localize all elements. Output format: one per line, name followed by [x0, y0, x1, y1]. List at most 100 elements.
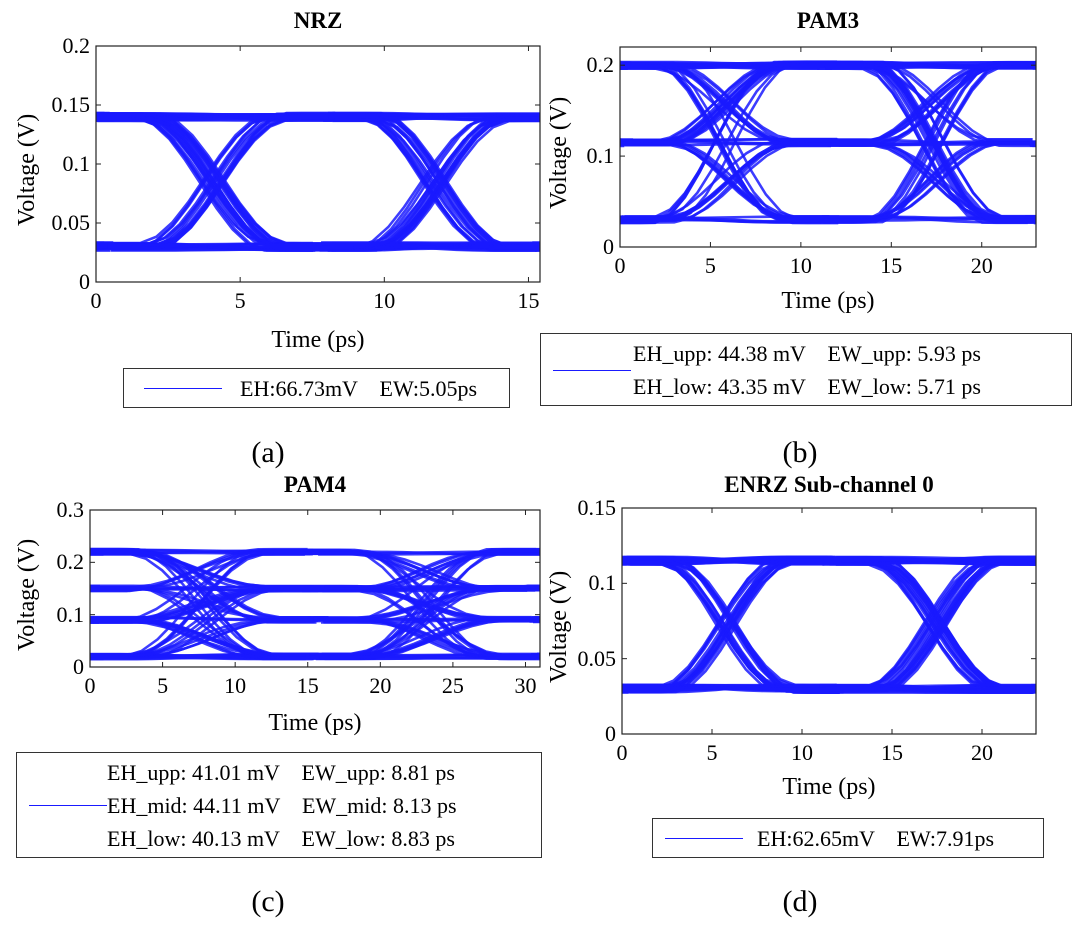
- eye-trace: [622, 561, 1036, 694]
- x-tick-label: 5: [157, 673, 169, 698]
- eye-trace: [620, 62, 1036, 224]
- eye-trace: [90, 585, 540, 659]
- y-tick-label: 0.15: [51, 92, 91, 117]
- eye-trace: [622, 556, 1036, 694]
- eye-trace: [622, 558, 1036, 691]
- eye-trace: [622, 556, 1036, 689]
- eye-trace: [622, 556, 1036, 695]
- eye-trace: [90, 584, 540, 658]
- x-tick-label: 10: [373, 288, 396, 313]
- axes-box: [619, 46, 1037, 248]
- eye-trace: [96, 118, 540, 249]
- eye-trace: [622, 562, 1036, 691]
- chart-title: ENRZ Sub-channel 0: [724, 472, 934, 497]
- x-axis-label: Time (ps): [271, 327, 365, 353]
- panel-caption: (c): [251, 885, 285, 918]
- eye-trace: [90, 619, 540, 660]
- y-tick-label: 0.2: [56, 549, 85, 575]
- eye-trace: [622, 556, 1036, 692]
- x-tick-label: 30: [514, 673, 537, 698]
- eye-trace: [622, 683, 1036, 693]
- eye-trace: [620, 62, 1036, 224]
- eye-trace: [622, 558, 1036, 693]
- y-tick-label: 0.15: [577, 495, 617, 520]
- eye-trace: [620, 61, 1036, 218]
- y-tick-label: 0.1: [586, 143, 615, 169]
- eye-trace: [622, 557, 1036, 692]
- eye-trace: [622, 556, 1036, 691]
- eye-trace: [620, 64, 1036, 223]
- eye-trace: [622, 563, 1036, 694]
- eye-trace: [90, 620, 540, 660]
- trace-group: [622, 555, 1036, 695]
- x-tick-label: 15: [517, 288, 540, 313]
- eye-trace: [622, 555, 1036, 687]
- y-tick-label: 0.05: [577, 645, 617, 671]
- x-tick-label: 0: [90, 288, 102, 313]
- legend-box: EH:62.65mV EW:7.91ps: [652, 818, 1044, 858]
- y-tick-label: 0.05: [51, 210, 91, 235]
- y-axis-label: Voltage (V): [546, 570, 572, 683]
- eye-trace: [622, 561, 1036, 692]
- trace-group: [620, 60, 1036, 225]
- eye-trace: [622, 683, 1036, 694]
- x-tick-label: 20: [369, 673, 392, 698]
- eye-trace: [622, 557, 1036, 694]
- eye-trace: [622, 684, 1036, 693]
- eye-trace: [622, 556, 1036, 694]
- x-tick-label: 0: [614, 253, 626, 278]
- panel-caption: (d): [782, 885, 818, 918]
- legend-box: EH_upp: 44.38 mV EW_upp: 5.93 ps EH_low: …: [540, 333, 1072, 406]
- eye-trace: [622, 557, 1036, 690]
- eye-trace: [622, 555, 1036, 690]
- x-tick-label: 20: [971, 740, 993, 765]
- eye-trace: [622, 556, 1036, 565]
- x-tick-label: 5: [234, 288, 246, 313]
- eye-trace: [620, 63, 1036, 224]
- legend-box: EH:66.73mV EW:5.05ps: [123, 368, 510, 408]
- eye-trace: [96, 114, 540, 252]
- x-tick-label: 5: [706, 740, 718, 765]
- legend-line-swatch: [29, 805, 107, 806]
- panel-caption: (b): [782, 436, 818, 469]
- legend-line-swatch: [144, 388, 222, 389]
- y-tick-label: 0: [605, 721, 616, 746]
- eye-trace: [96, 113, 540, 251]
- eye-trace: [90, 548, 540, 658]
- y-tick-label: 0: [73, 654, 84, 679]
- eye-trace: [620, 60, 1036, 222]
- eye-trace: [622, 558, 1036, 692]
- y-tick-label: 0.1: [56, 601, 85, 627]
- eye-trace: [622, 683, 1036, 694]
- trace-group: [96, 111, 540, 252]
- legend-entry: EH_low: 40.13 mV EW_low: 8.83 ps: [107, 825, 455, 851]
- eye-trace: [622, 684, 1036, 694]
- x-tick-label: 5: [704, 253, 716, 278]
- legend-entry: EH_upp: 44.38 mV EW_upp: 5.93 ps: [633, 340, 981, 366]
- y-tick-label: 0.3: [56, 497, 85, 522]
- eye-trace: [622, 684, 1036, 692]
- eye-trace: [622, 555, 1036, 695]
- legend-box: EH_upp: 41.01 mV EW_upp: 8.81 ps EH_mid: …: [16, 752, 542, 858]
- eye-trace: [90, 584, 540, 659]
- x-tick-label: 20: [970, 253, 993, 278]
- eye-trace: [622, 683, 1036, 693]
- eye-trace: [622, 559, 1036, 688]
- eye-trace: [96, 113, 540, 122]
- eye-trace: [622, 685, 1036, 692]
- x-tick-label: 10: [224, 673, 247, 698]
- legend-entry: EH_low: 43.35 mV EW_low: 5.71 ps: [633, 373, 981, 399]
- eye-trace: [622, 561, 1036, 691]
- eye-trace: [622, 557, 1036, 689]
- y-tick-label: 0.1: [588, 570, 617, 596]
- x-tick-label: 15: [296, 673, 319, 698]
- x-axis-label: Time (ps): [782, 774, 876, 800]
- chart-title: NRZ: [293, 8, 343, 33]
- legend-entry: EH_mid: 44.11 mV EW_mid: 8.13 ps: [107, 792, 457, 818]
- y-tick-label: 0.1: [62, 151, 91, 176]
- eye-trace: [620, 60, 1036, 223]
- eye-trace: [622, 556, 1036, 565]
